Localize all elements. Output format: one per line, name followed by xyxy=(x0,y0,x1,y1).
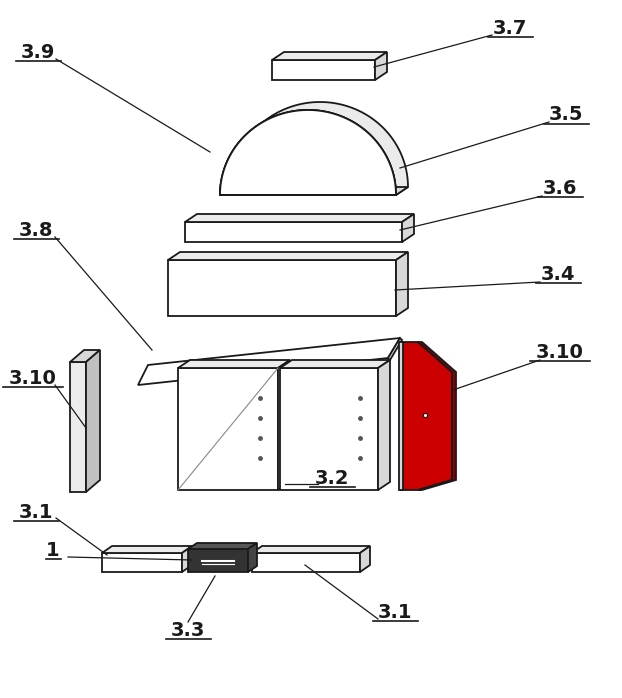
Text: 3.1: 3.1 xyxy=(19,503,53,521)
Polygon shape xyxy=(70,350,100,362)
Text: 1: 1 xyxy=(46,540,60,560)
Polygon shape xyxy=(178,368,278,490)
Polygon shape xyxy=(220,110,396,195)
Polygon shape xyxy=(185,222,402,242)
Polygon shape xyxy=(360,546,370,572)
Polygon shape xyxy=(102,553,182,572)
Polygon shape xyxy=(388,338,402,360)
Polygon shape xyxy=(375,52,387,80)
Text: 3.2: 3.2 xyxy=(315,468,349,487)
Polygon shape xyxy=(220,102,408,195)
Text: 3.10: 3.10 xyxy=(9,369,57,387)
Polygon shape xyxy=(220,187,408,195)
Polygon shape xyxy=(102,546,192,553)
Text: 3.10: 3.10 xyxy=(536,343,584,362)
Text: 3.8: 3.8 xyxy=(19,221,53,239)
Text: 3.1: 3.1 xyxy=(378,602,412,621)
Polygon shape xyxy=(396,252,408,316)
Polygon shape xyxy=(248,543,257,572)
Polygon shape xyxy=(402,214,414,242)
Polygon shape xyxy=(188,543,257,549)
Text: 3.5: 3.5 xyxy=(549,105,583,124)
Text: 3.3: 3.3 xyxy=(171,621,205,639)
Polygon shape xyxy=(252,553,360,572)
Polygon shape xyxy=(178,360,290,368)
Polygon shape xyxy=(185,214,414,222)
Polygon shape xyxy=(401,342,452,490)
Polygon shape xyxy=(138,338,400,385)
Polygon shape xyxy=(252,546,370,553)
Polygon shape xyxy=(272,52,387,60)
Polygon shape xyxy=(70,362,86,492)
Polygon shape xyxy=(220,110,396,195)
Text: 3.6: 3.6 xyxy=(543,179,577,198)
Polygon shape xyxy=(168,252,408,260)
Polygon shape xyxy=(280,368,378,490)
Polygon shape xyxy=(188,549,248,572)
Polygon shape xyxy=(168,260,396,316)
Polygon shape xyxy=(418,342,456,490)
Polygon shape xyxy=(86,350,100,492)
Text: 3.4: 3.4 xyxy=(541,265,575,283)
Text: 3.7: 3.7 xyxy=(493,19,527,38)
Polygon shape xyxy=(182,546,192,572)
Text: 3.9: 3.9 xyxy=(21,43,55,61)
Polygon shape xyxy=(272,60,375,80)
Polygon shape xyxy=(399,342,403,490)
Polygon shape xyxy=(378,360,390,490)
Polygon shape xyxy=(278,360,290,490)
Polygon shape xyxy=(280,360,390,368)
